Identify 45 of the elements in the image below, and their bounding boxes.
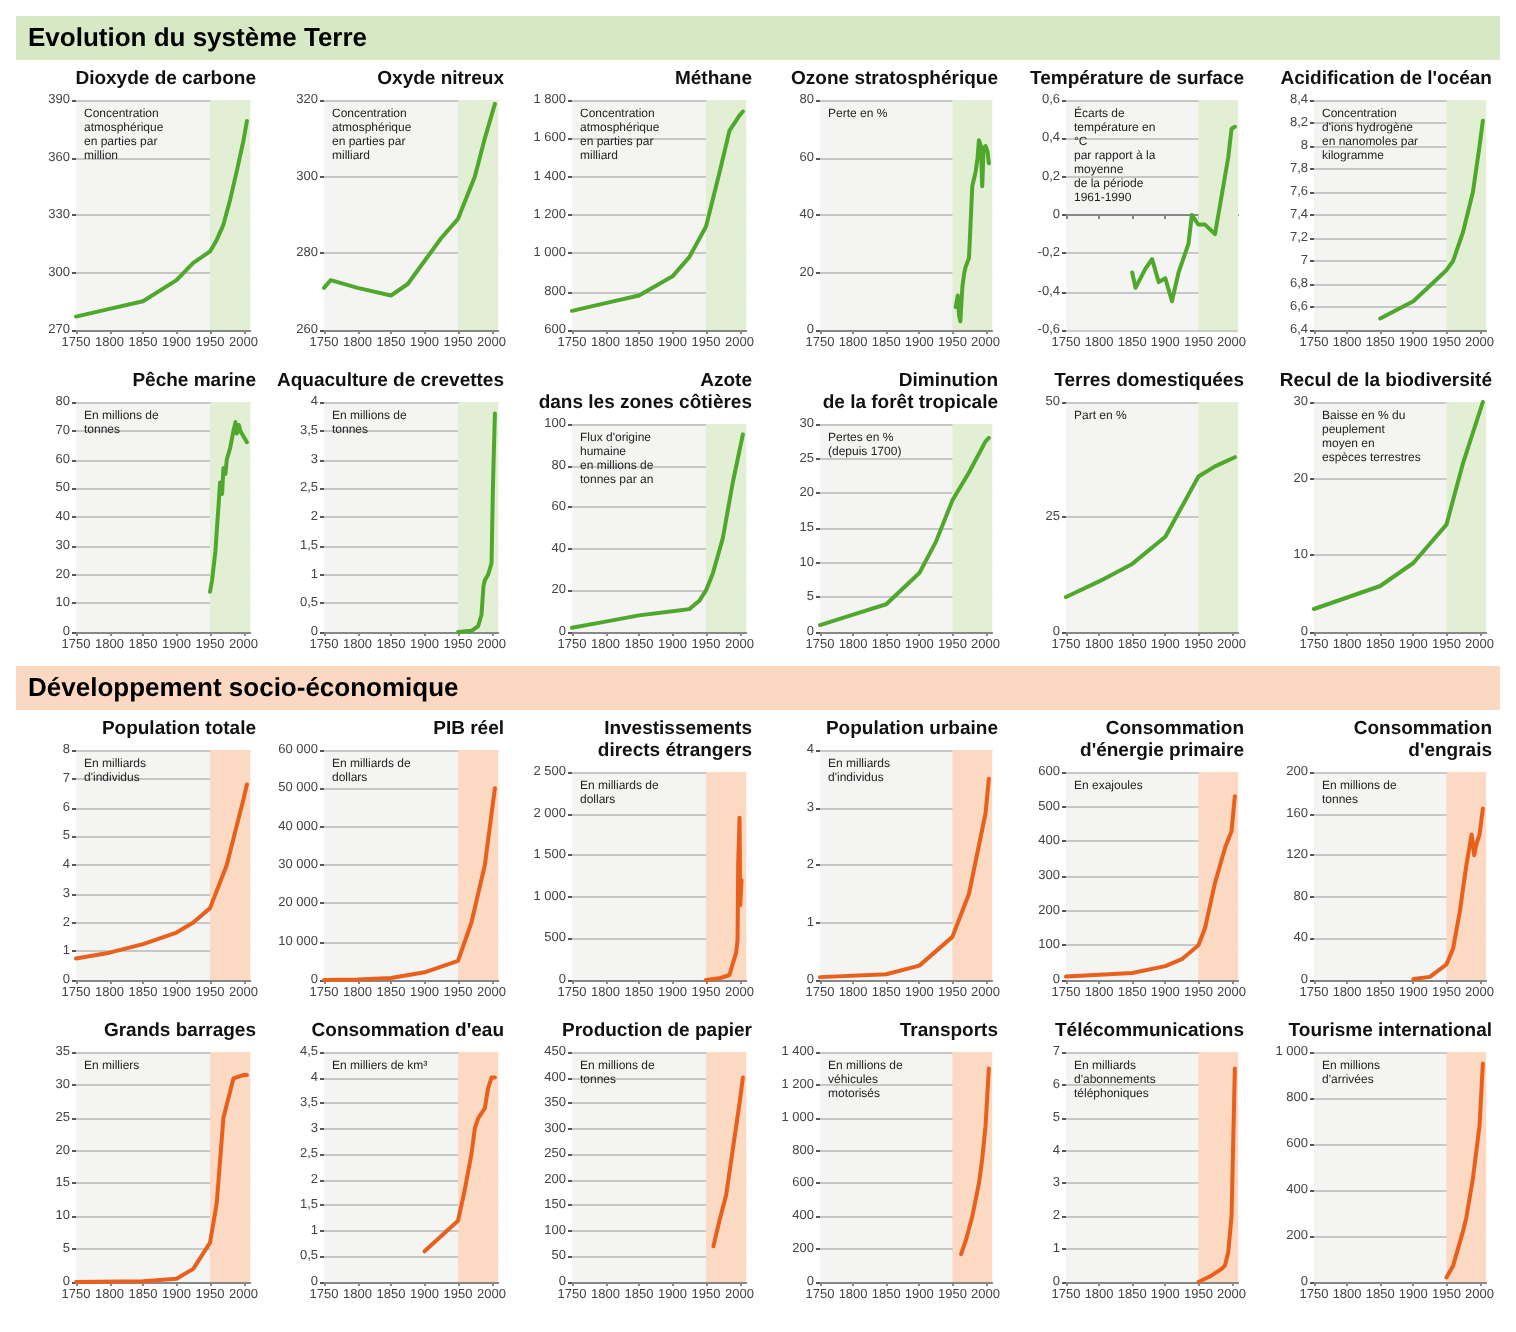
chart-title: Méthane bbox=[674, 68, 752, 90]
line-series bbox=[422, 1075, 497, 1254]
line-series bbox=[570, 432, 745, 630]
chart-title: Oxyde nitreux bbox=[377, 68, 506, 90]
line-series bbox=[322, 786, 497, 982]
chart-title: Grands barrages bbox=[103, 1020, 256, 1042]
chart-title: Acidification de l'océan bbox=[1279, 68, 1492, 90]
line-series bbox=[818, 435, 991, 628]
line-series bbox=[711, 1075, 745, 1249]
line-series bbox=[208, 420, 249, 594]
chart-title: Pêche marine bbox=[132, 370, 256, 392]
chart-title: Dioxyde de carbone bbox=[75, 68, 256, 90]
line-series bbox=[74, 119, 249, 319]
line-series bbox=[74, 1073, 249, 1284]
chart-title: Terres domestiquées bbox=[1054, 370, 1245, 392]
line-series bbox=[704, 815, 744, 982]
chart-title: Température de surface bbox=[1030, 68, 1245, 90]
line-series bbox=[74, 782, 249, 961]
chart-title: Télécommunications bbox=[1055, 1020, 1245, 1042]
chart-title: Population urbaine bbox=[825, 718, 998, 740]
chart-title: Recul de la biodiversité bbox=[1279, 370, 1492, 392]
line-series bbox=[322, 101, 497, 298]
chart-title: Tourisme international bbox=[1287, 1020, 1492, 1042]
chart-title: Production de papier bbox=[561, 1020, 753, 1042]
line-series bbox=[1064, 794, 1238, 979]
chart-title: Transports bbox=[899, 1020, 998, 1042]
chart-title: Consommation d'engrais bbox=[1353, 718, 1492, 762]
text: Evolution du système Terre bbox=[16, 16, 1500, 60]
line-series bbox=[570, 109, 745, 313]
chart-title: Azote dans les zones côtières bbox=[538, 370, 752, 414]
chart-title: Consommation d'énergie primaire bbox=[1080, 718, 1246, 762]
chart-title: Ozone stratosphérique bbox=[791, 68, 998, 90]
text: Développement socio-économique bbox=[16, 666, 1500, 710]
line-series bbox=[1311, 400, 1485, 611]
line-series bbox=[953, 138, 991, 324]
line-series bbox=[1410, 806, 1485, 981]
chart-title: Diminution de la forêt tropicale bbox=[822, 370, 999, 414]
line-series bbox=[959, 1066, 991, 1257]
chart-title: Population totale bbox=[101, 718, 256, 740]
line-series bbox=[818, 776, 991, 980]
chart-title: Investissements directs étrangers bbox=[597, 718, 752, 762]
line-series bbox=[1064, 455, 1238, 600]
chart-title: PIB réel bbox=[433, 718, 504, 740]
chart-title: Consommation d'eau bbox=[311, 1020, 505, 1042]
chart-title: Aquaculture de crevettes bbox=[276, 370, 504, 392]
